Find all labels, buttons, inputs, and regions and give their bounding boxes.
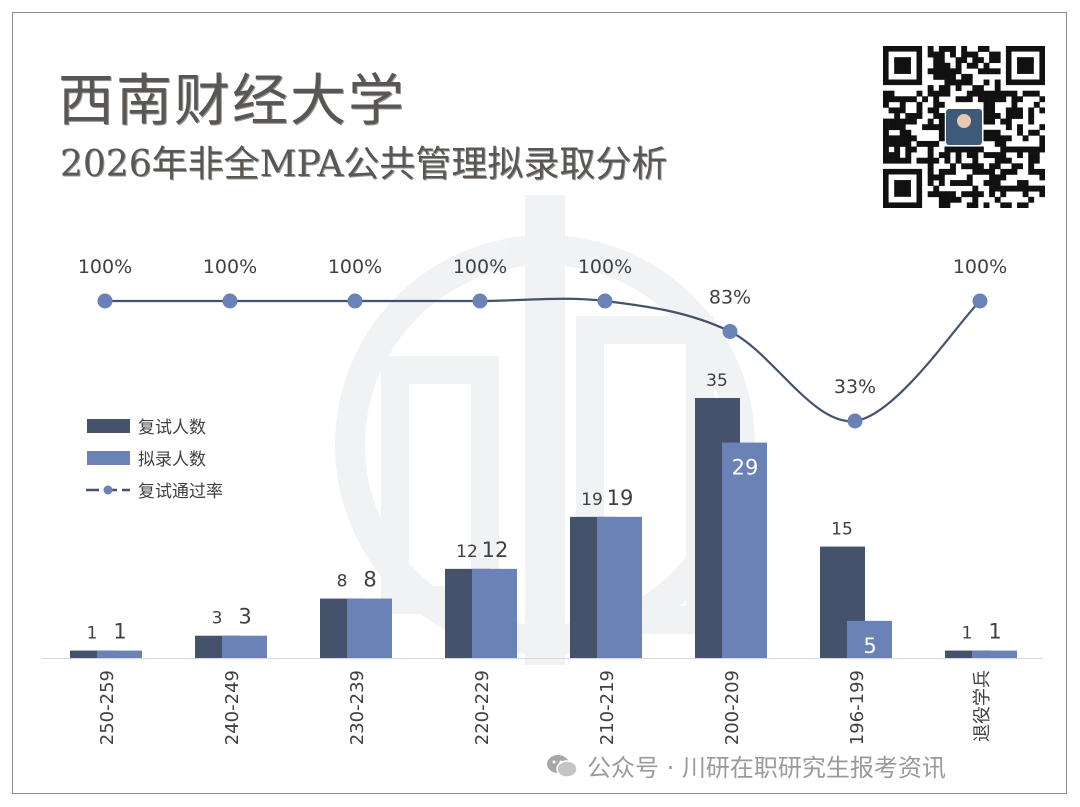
data-label-fushi: 8: [337, 572, 348, 592]
bar-nilu: [972, 650, 1017, 658]
data-label-fushi: 12: [456, 542, 478, 562]
legend-label-fushi: 复试人数: [138, 418, 206, 438]
legend-swatch-fushi: [87, 419, 130, 433]
data-label-nilu: 1: [113, 620, 126, 644]
x-tick-label: 250-259: [97, 670, 118, 745]
line-marker: [972, 293, 988, 309]
x-tick-label: 200-209: [722, 670, 743, 745]
legend-label-rate: 复试通过率: [138, 482, 223, 502]
data-label-fushi: 35: [706, 371, 728, 391]
line-marker: [222, 293, 238, 309]
line-marker: [847, 413, 863, 429]
data-label-nilu: 8: [363, 568, 376, 592]
data-label-nilu: 1: [988, 620, 1001, 644]
bar-nilu: [597, 516, 642, 658]
rate-label: 100%: [78, 256, 132, 278]
rate-label: 100%: [578, 256, 632, 278]
qr-code: [883, 46, 1045, 208]
footer: 公众号 · 川研在职研究生报考资讯: [545, 748, 946, 783]
rate-label: 83%: [709, 286, 751, 308]
data-label-nilu: 3: [238, 605, 251, 629]
bar-nilu: [722, 442, 767, 658]
line-marker: [347, 293, 363, 309]
rate-label: 33%: [834, 376, 876, 398]
watermark: [335, 195, 755, 665]
data-label-fushi: 1: [962, 624, 973, 644]
line-marker: [597, 293, 613, 309]
data-label-nilu: 5: [863, 634, 876, 658]
bar-nilu: [347, 598, 392, 658]
x-tick-label: 240-249: [222, 670, 243, 745]
line-marker: [97, 293, 113, 309]
chart-title: 西南财经大学: [58, 69, 406, 134]
x-tick-label: 210-219: [597, 670, 618, 745]
x-tick-label: 230-239: [347, 670, 368, 745]
data-label-fushi: 3: [212, 609, 223, 629]
wechat-icon: [547, 754, 578, 778]
chart-subtitle: 2026年非全MPA公共管理拟录取分析: [60, 144, 668, 185]
rate-label: 100%: [953, 256, 1007, 278]
rate-label: 100%: [453, 256, 507, 278]
bar-nilu: [472, 568, 517, 658]
bar-nilu: [222, 635, 267, 658]
data-label-nilu: 12: [482, 538, 509, 562]
data-label-fushi: 19: [581, 490, 603, 510]
rate-label: 100%: [328, 256, 382, 278]
legend-label-nilu: 拟录人数: [138, 450, 206, 470]
legend-swatch-nilu: [87, 451, 130, 465]
data-label-nilu: 19: [607, 486, 634, 510]
x-tick-label: 220-229: [472, 670, 493, 745]
rate-label: 100%: [203, 256, 257, 278]
line-marker: [472, 293, 488, 309]
x-tick-label: 退役学兵: [972, 670, 993, 742]
footer-text: 公众号 · 川研在职研究生报考资讯: [587, 754, 946, 782]
bar-fushi: [945, 650, 990, 658]
bar-nilu: [847, 620, 892, 658]
line-marker: [722, 323, 738, 339]
bar-fushi: [70, 650, 115, 658]
data-label-fushi: 15: [831, 520, 853, 540]
bar-nilu: [97, 650, 142, 658]
data-label-nilu: 29: [732, 456, 759, 480]
data-label-fushi: 1: [87, 624, 98, 644]
x-tick-label: 196-199: [847, 670, 868, 745]
frame: [12, 12, 1067, 794]
